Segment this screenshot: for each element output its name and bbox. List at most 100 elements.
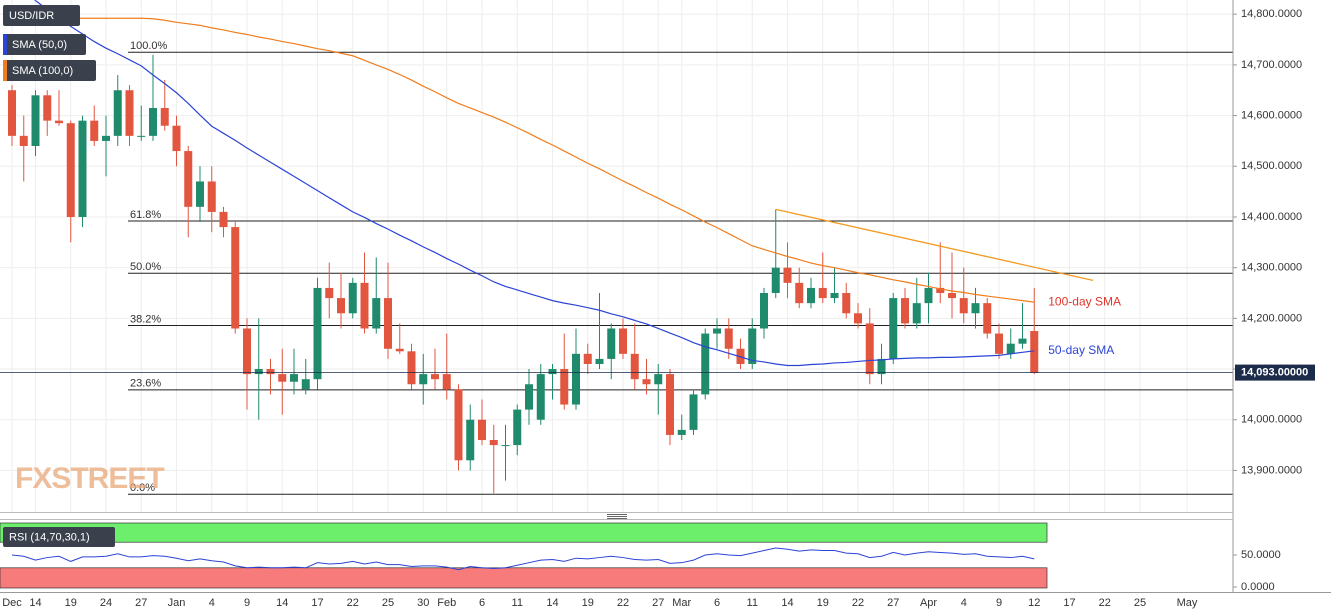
candle-body: [1006, 343, 1015, 354]
legend-text: RSI (14,70,30,1): [9, 531, 90, 543]
candle-body: [818, 287, 827, 299]
candle-body: [595, 358, 604, 364]
candle-body: [936, 287, 945, 294]
x-tick-label: 22: [1099, 597, 1111, 609]
x-tick-label: Jan: [168, 597, 186, 609]
rsi-lower-band: [0, 567, 1048, 589]
y-tick-label: 14,200.0000: [1241, 312, 1302, 324]
candle-body: [795, 282, 804, 304]
fib-label: 38.2%: [130, 313, 161, 325]
candle-body: [137, 135, 146, 137]
legend-box: [3, 34, 86, 55]
x-tick-label: 14: [781, 597, 793, 609]
y-tick-label: 14,000.0000: [1241, 414, 1302, 426]
candle-body: [619, 328, 627, 354]
candle-body: [395, 348, 404, 352]
candle-body: [701, 333, 710, 395]
candle-body: [66, 123, 75, 217]
candle-body: [865, 323, 874, 375]
x-tick-label: 27: [887, 597, 899, 609]
candle-body: [125, 90, 134, 136]
x-tick-label: 19: [582, 597, 594, 609]
candle-body: [748, 328, 757, 364]
x-tick-label: 12: [1028, 597, 1040, 609]
legend-swatch: [3, 34, 7, 55]
candle-body: [243, 328, 251, 375]
x-tick-label: 22: [852, 597, 864, 609]
candle-body: [419, 374, 428, 385]
candle-body: [102, 135, 110, 141]
candle-body: [760, 293, 768, 329]
x-tick-label: 6: [479, 597, 485, 609]
x-tick-label: Dec: [2, 597, 22, 609]
legend-text: SMA (100,0): [12, 65, 73, 77]
watermark: FXSTREET: [15, 462, 164, 495]
legend-text: SMA (50,0): [12, 39, 67, 51]
candle-body: [654, 374, 663, 385]
candle-body: [901, 298, 909, 324]
candle-body: [442, 374, 451, 390]
candle-body: [55, 120, 63, 124]
candle-body: [689, 394, 698, 430]
sma-annotation: 50-day SMA: [1048, 343, 1114, 357]
pane-handle[interactable]: [607, 514, 627, 519]
legend-box: [3, 527, 115, 547]
legend-item: SMA (50,0): [3, 34, 86, 55]
x-tick-label: 11: [512, 597, 523, 609]
y-tick-label: 14,300.0000: [1241, 262, 1302, 274]
x-tick-label: 19: [65, 597, 77, 609]
candle-body: [254, 369, 263, 375]
legend-box: [3, 5, 80, 26]
y-tick-label: 14,600.0000: [1241, 109, 1302, 121]
x-tick-label: 17: [1063, 597, 1075, 609]
candle-body: [583, 353, 592, 364]
candle-body: [78, 120, 87, 217]
candle-body: [207, 181, 216, 212]
last-price-label: 14,093.00000: [1241, 367, 1308, 379]
candle-body: [360, 282, 369, 329]
candle-body: [325, 287, 334, 299]
candle-body: [184, 151, 193, 207]
x-tick-label: 27: [135, 597, 147, 609]
candle-body: [90, 120, 99, 141]
candle-body: [525, 384, 533, 410]
candle-body: [971, 303, 980, 314]
x-tick-label: Mar: [672, 597, 691, 609]
rsi-upper-band: [0, 522, 1048, 543]
fib-label: 100.0%: [130, 40, 168, 52]
rsi-tick-label: 50.0000: [1241, 549, 1281, 561]
candle-body: [842, 293, 851, 314]
sma-annotation: 100-day SMA: [1048, 294, 1121, 308]
candle-body: [313, 287, 322, 380]
candle-body: [572, 353, 580, 405]
candle-body: [337, 298, 345, 314]
x-tick-label: 25: [1134, 597, 1146, 609]
x-tick-label: 19: [817, 597, 829, 609]
x-tick-label: 25: [382, 597, 394, 609]
candle-body: [889, 298, 898, 359]
candle-body: [677, 429, 686, 435]
candle-body: [607, 328, 616, 359]
candle-body: [959, 298, 968, 314]
sma-line: [34, 0, 1035, 367]
x-tick-label: 22: [347, 597, 359, 609]
candle-body: [713, 328, 721, 334]
candle-body: [501, 445, 510, 447]
candle-body: [536, 374, 545, 420]
trendline: [775, 208, 1094, 281]
legend-text: USD/IDR: [9, 10, 54, 22]
x-tick-label: Apr: [920, 597, 937, 609]
x-tick-label: 17: [311, 597, 323, 609]
sma-line: [11, 17, 1035, 303]
candle-body: [630, 353, 639, 380]
x-tick-label: 6: [714, 597, 720, 609]
candle-body: [1018, 338, 1027, 344]
candle-body: [278, 374, 287, 382]
x-tick-label: 22: [617, 597, 629, 609]
candle-body: [983, 303, 992, 334]
candle-body: [995, 333, 1003, 354]
candle-body: [924, 287, 933, 304]
candle-body: [43, 95, 52, 121]
rsi-legend: RSI (14,70,30,1): [3, 527, 115, 547]
